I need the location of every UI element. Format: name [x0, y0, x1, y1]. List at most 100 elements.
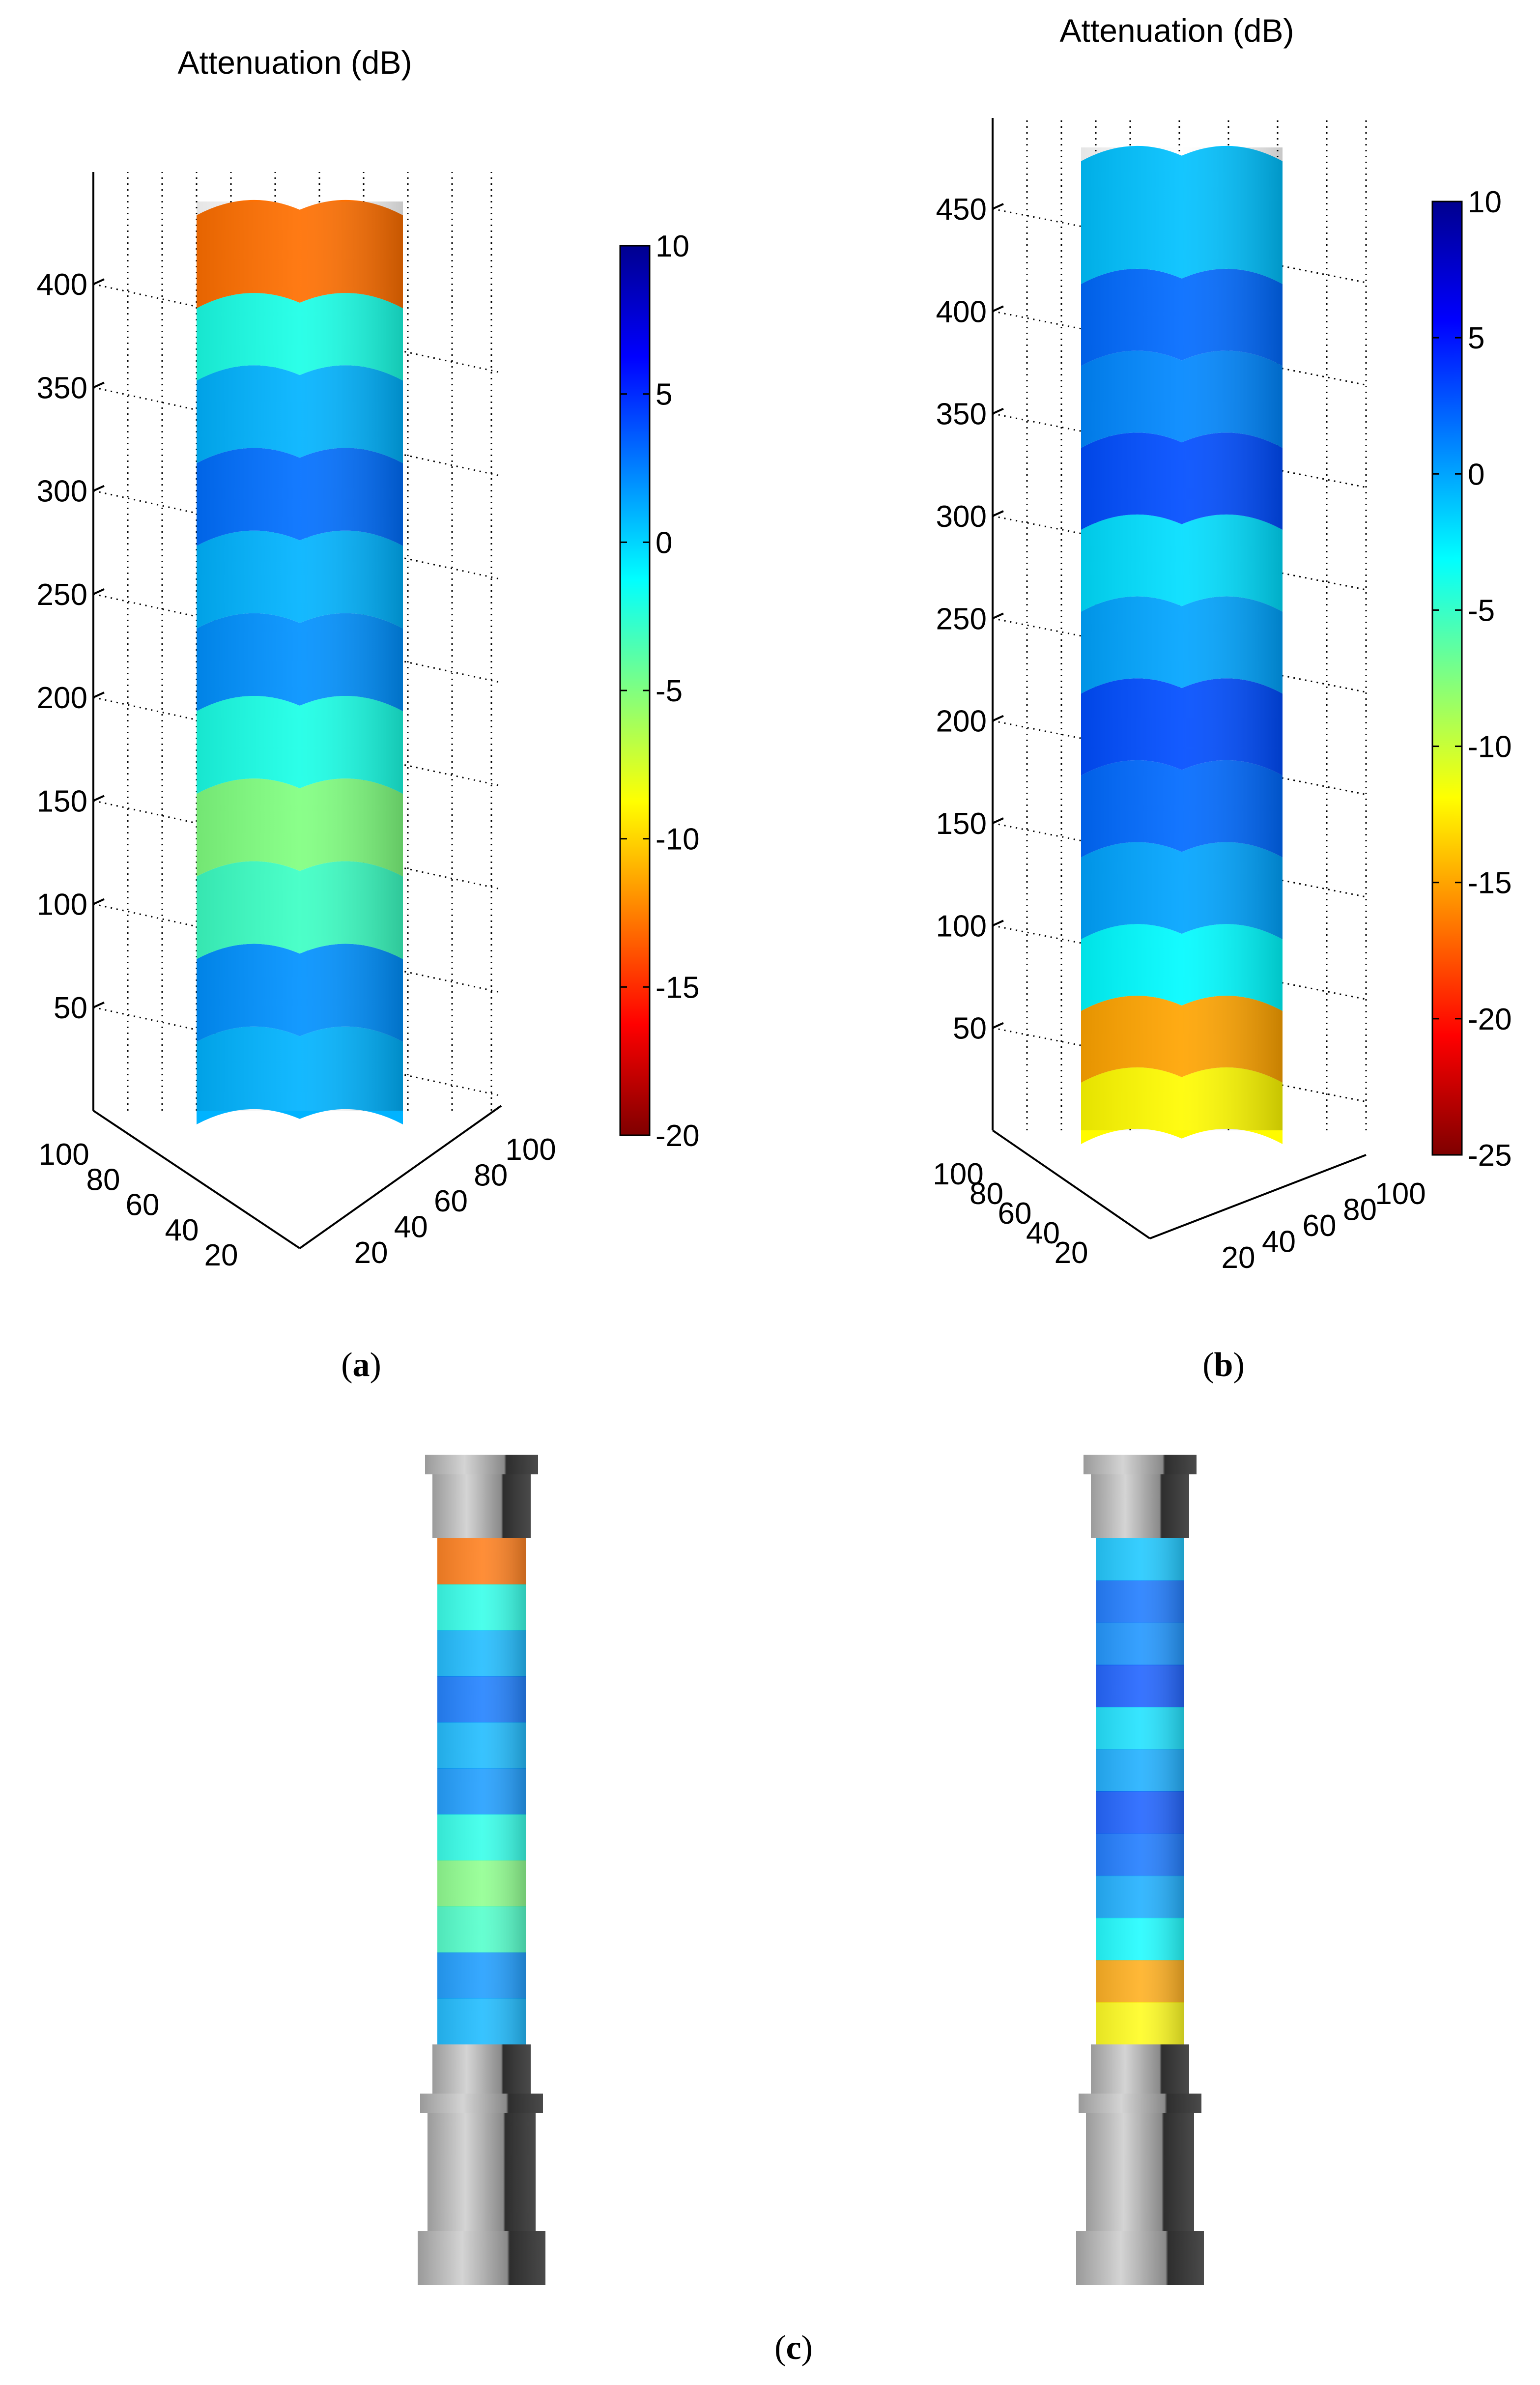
z-tick-label: 200: [936, 705, 987, 739]
panel-b-colorbar-ticks: 10 5 0 -5 -10 -15 -20 -25: [1432, 185, 1512, 1173]
x-tick-label: 40: [394, 1210, 428, 1244]
column-map-shading: [437, 1538, 526, 2044]
caption-b: b: [1214, 1346, 1233, 1384]
z-tick-mark: [93, 278, 105, 286]
z-tick-mark: [992, 817, 1004, 824]
z-tick-mark: [93, 898, 105, 905]
z-tick-mark: [992, 920, 1004, 927]
z-tick-label: 300: [37, 475, 87, 509]
column-shading: [1081, 147, 1283, 1130]
colorbar-tick-label: 0: [656, 526, 672, 560]
y-tick-label: 40: [1026, 1216, 1060, 1250]
y-tick-label: 20: [1055, 1236, 1088, 1270]
z-tick-mark: [992, 510, 1004, 517]
x-tick-label: 60: [1303, 1209, 1337, 1243]
colorbar-tick-label: -20: [656, 1119, 700, 1153]
z-tick-label: 300: [936, 500, 987, 534]
z-tick-label: 400: [936, 295, 987, 329]
column-capital: [432, 1474, 531, 1538]
y-tick-label: 80: [86, 1163, 120, 1197]
panel-b: Attenuation (dB) 50100150200250300350400…: [933, 12, 1511, 1384]
column-base-top: [432, 2044, 531, 2094]
column-right: [1076, 1455, 1204, 2285]
z-tick-mark: [93, 691, 105, 698]
x-axis-line: [1149, 1154, 1367, 1239]
y-tick-label: 60: [998, 1197, 1032, 1231]
z-tick-mark: [93, 485, 105, 492]
panel-c: (c): [418, 1455, 1204, 2367]
z-tick-mark: [992, 715, 1004, 722]
z-tick-mark: [93, 381, 105, 389]
z-tick-mark: [992, 1022, 1004, 1029]
panel-b-column: [1081, 145, 1283, 1144]
z-tick-label: 100: [37, 888, 87, 922]
svg-text:(c): (c): [774, 2329, 813, 2367]
y-tick-label: 80: [970, 1177, 1003, 1211]
z-tick-label: 450: [936, 193, 987, 227]
column-capital: [1091, 1474, 1189, 1538]
column-map-shading: [1096, 1538, 1184, 2044]
column-left: [418, 1455, 545, 2285]
colorbar-tick-label: 10: [1468, 185, 1502, 219]
panel-b-colorbar: [1431, 201, 1463, 1156]
z-tick-label: 250: [936, 602, 987, 636]
x-tick-label: 80: [474, 1159, 508, 1193]
panel-a-colorbar-ticks: 10 5 0 -5 -10 -15 -20: [620, 230, 700, 1153]
panel-a-column: [197, 200, 403, 1124]
z-tick-label: 50: [54, 991, 87, 1025]
z-tick-label: 200: [37, 681, 87, 715]
colorbar-tick-label: 10: [656, 230, 689, 263]
panel-a-axes: [92, 172, 502, 1249]
panel-a-z-ticks: 50 100 150 200 250 300 350 400: [37, 268, 105, 1025]
column-capital-top: [1084, 1455, 1197, 1474]
svg-text:(b): (b): [1202, 1346, 1245, 1384]
x-tick-label: 100: [505, 1133, 556, 1167]
y-tick-label: 20: [204, 1238, 238, 1272]
y-tick-label: 60: [126, 1188, 160, 1222]
column-plinth: [418, 2231, 545, 2285]
z-tick-mark: [93, 588, 105, 595]
z-tick-mark: [992, 612, 1004, 620]
column-capital-top: [425, 1455, 538, 1474]
y-tick-label: 100: [933, 1157, 983, 1191]
colorbar-tick-label: -15: [656, 971, 700, 1005]
z-tick-label: 400: [37, 268, 87, 302]
y-tick-label: 100: [38, 1138, 89, 1172]
z-tick-label: 100: [936, 909, 987, 943]
column-base-ledge: [1079, 2094, 1201, 2113]
colorbar-tick-label: 5: [1468, 321, 1484, 355]
column-plinth: [1076, 2231, 1204, 2285]
colorbar-tick-label: -20: [1468, 1003, 1512, 1036]
colorbar-tick-label: 0: [1468, 458, 1484, 491]
panel-b-axes: [992, 118, 1367, 1239]
colorbar-tick-label: -5: [656, 674, 683, 708]
panel-a-title: Attenuation (dB): [178, 44, 412, 81]
caption-a: a: [353, 1346, 370, 1384]
column-shading: [197, 201, 403, 1111]
caption-c: c: [786, 2329, 801, 2367]
z-tick-label: 150: [936, 807, 987, 841]
column-pedestal: [1086, 2113, 1194, 2231]
colorbar-tick-label: -15: [1468, 866, 1512, 900]
x-tick-label: 20: [1222, 1241, 1255, 1275]
x-axis-line: [299, 1105, 502, 1249]
z-tick-label: 250: [37, 578, 87, 612]
z-tick-label: 350: [37, 371, 87, 405]
column-pedestal: [428, 2113, 536, 2231]
colorbar-tick-label: 5: [656, 378, 672, 412]
x-tick-label: 40: [1262, 1225, 1296, 1259]
z-tick-label: 50: [953, 1012, 987, 1046]
panel-a: Attenuation (dB) 50100150200250300350400…: [37, 44, 700, 1384]
z-tick-mark: [992, 407, 1004, 415]
column-base-top: [1091, 2044, 1189, 2094]
z-tick-label: 150: [37, 784, 87, 818]
svg-text:(a): (a): [341, 1346, 381, 1384]
z-tick-mark: [93, 1001, 105, 1008]
z-tick-mark: [992, 305, 1004, 313]
z-tick-mark: [93, 795, 105, 802]
colorbar-tick-label: -5: [1468, 594, 1495, 628]
